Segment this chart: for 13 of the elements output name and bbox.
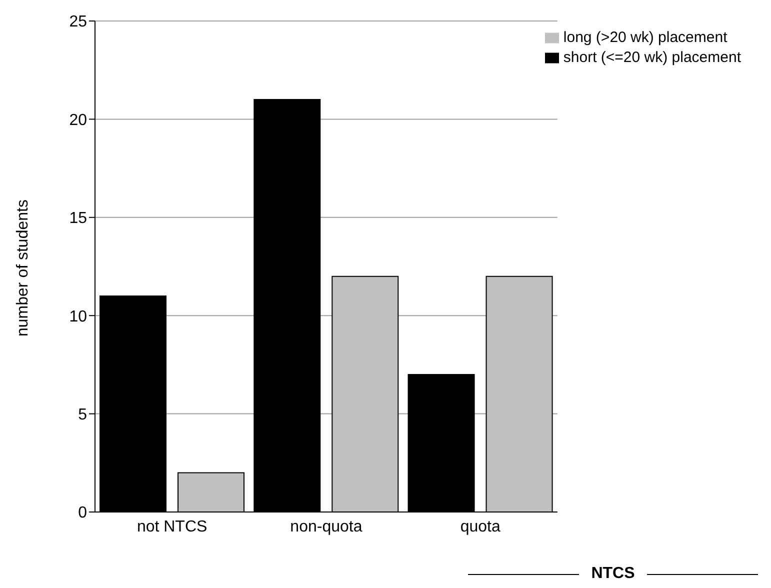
x-tick-label: not NTCS	[136, 518, 208, 536]
y-tick-label: 10	[69, 308, 88, 326]
text: NTCS	[590, 565, 636, 583]
y-tick-label: 25	[69, 14, 88, 31]
y-axis-title: number of students	[14, 200, 32, 336]
y-tick-label: 0	[78, 504, 88, 522]
legend-label: short (<=20 wk) placement	[563, 49, 741, 66]
legend-label: long (>20 wk) placement	[563, 29, 728, 46]
x-tick-label: non-quota	[290, 518, 362, 536]
y-tick-label: 15	[69, 210, 88, 228]
y-tick-label: 5	[78, 406, 88, 424]
y-tick-label: 20	[69, 112, 88, 129]
x-tick-label: quota	[460, 518, 500, 536]
